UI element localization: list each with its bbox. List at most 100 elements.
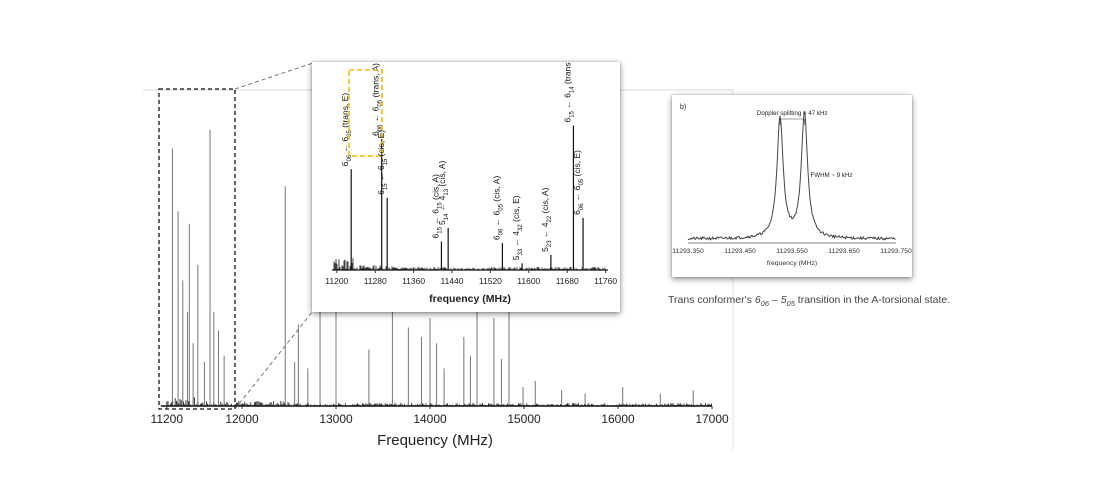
label-suffix-7: (cis, A) — [540, 187, 550, 216]
label-sub-lower-1: 05 — [378, 99, 384, 106]
zoom-selection-box — [158, 88, 236, 410]
label-suffix-1: (trans, A) — [371, 63, 381, 100]
doppler-x-tick-label-0: 11293.350 — [672, 248, 704, 255]
label-arrow-4: ← 4 — [437, 195, 447, 213]
label-sub-lower-8: 14 — [569, 86, 575, 93]
main-x-tick-label-3: 14000 — [413, 412, 447, 426]
zoom-noise-trace — [333, 258, 607, 270]
label-suffix-6: (cis, E) — [511, 195, 521, 224]
doppler-splitting-label: Doppler splitting ~ 47 kHz — [757, 110, 828, 117]
zoom-x-tick-label-0: 11200 — [325, 276, 348, 286]
main-x-tick-label-1: 12000 — [225, 412, 259, 426]
doppler-trace — [687, 110, 896, 241]
label-sub-upper-8: 15 — [569, 110, 575, 117]
caption-dash: – — [769, 294, 781, 306]
zoom-x-tick-label-6: 11680 — [556, 276, 579, 286]
label-arrow-3: ← 6 — [430, 209, 440, 227]
main-x-tick-label-0: 11200 — [151, 412, 184, 426]
label-main-3: 6 — [430, 233, 440, 238]
transition-label-9: 606 ← 605 (cis, E) — [572, 150, 585, 215]
label-sub-lower-4: 13 — [444, 188, 450, 195]
caption-term1: 6 — [754, 294, 761, 306]
label-sub-upper-6: 33 — [518, 248, 524, 255]
label-arrow-7: ← 4 — [540, 222, 550, 240]
zoom-x-axis-label: frequency (MHz) — [429, 293, 511, 305]
main-x-tick-label-4: 15000 — [507, 412, 541, 426]
zoom-inset-chart: 11200 11280 11360 11440 11520 11600 11680 11760… — [325, 49, 617, 305]
label-main-5: 6 — [491, 235, 501, 240]
label-arrow-0: ← 6 — [340, 137, 350, 155]
label-arrow-2: ← 6 — [376, 165, 386, 183]
label-arrow-5: ← 6 — [491, 210, 501, 228]
doppler-x-tick-label-3: 11293.650 — [828, 248, 860, 255]
highlight-box — [348, 69, 383, 157]
label-sub-lower-2: 15 — [383, 158, 389, 165]
label-sub-upper-5: 06 — [498, 228, 504, 235]
label-main-9: 6 — [572, 210, 582, 215]
doppler-x-tick-label-1: 11293.450 — [724, 248, 756, 255]
caption-term2: 5 — [780, 294, 787, 306]
caption-term2-sub: 05 — [786, 299, 795, 309]
caption-suffix: transition in the A-torsional state. — [794, 294, 951, 306]
zoom-connector-top — [234, 62, 314, 90]
transition-label-5: 606 ← 605 (cis, A) — [491, 176, 504, 241]
label-main-0: 6 — [340, 161, 350, 166]
main-x-tick-label-5: 16000 — [601, 412, 635, 426]
transition-label-8: 615 ← 614 (trans, E) — [562, 62, 575, 123]
doppler-chart: b) 11293.350 11293.450 11293.550 11293.650 11… — [672, 104, 912, 267]
zoom-x-tick-label-2: 11360 — [402, 276, 425, 286]
doppler-x-tick-label-2: 11293.550 — [776, 248, 808, 255]
label-suffix-2: (cis, E) — [376, 130, 386, 159]
zoom-x-tick-label-5: 11600 — [517, 276, 540, 286]
caption-term1-sub: 06 — [760, 299, 769, 309]
label-sub-lower-6: 32 — [518, 224, 524, 231]
label-sub-lower-9: 05 — [579, 178, 585, 185]
label-suffix-3: (cis, A) — [430, 174, 440, 203]
label-sub-lower-7: 22 — [547, 215, 553, 222]
label-main-6: 5 — [511, 255, 521, 260]
label-main-7: 5 — [540, 247, 550, 252]
transition-label-2: 615 ← 615 (cis, E) — [376, 130, 389, 195]
transition-label-1: 606 ← 605 (trans, A) — [371, 63, 384, 136]
doppler-x-axis-label: frequency (MHz) — [767, 260, 817, 267]
label-sub-lower-0: 05 — [347, 129, 353, 136]
label-sub-upper-7: 23 — [547, 240, 553, 247]
label-suffix-4: (cis, A) — [437, 160, 447, 189]
label-arrow-1: ← 6 — [371, 106, 381, 124]
figure-caption: Trans conformer's 606 – 505 transition i… — [668, 294, 950, 308]
zoom-inset-panel: 11200 11280 11360 11440 11520 11600 11680 11760… — [312, 49, 620, 312]
main-x-axis-label: Frequency (MHz) — [377, 432, 493, 449]
label-main-2: 6 — [376, 190, 386, 195]
label-suffix-9: (cis, E) — [572, 150, 582, 179]
label-sub-upper-1: 06 — [378, 124, 384, 131]
transition-label-7: 523 ← 422 (cis, A) — [540, 187, 553, 252]
label-arrow-9: ← 6 — [572, 185, 582, 203]
label-arrow-6: ← 4 — [511, 231, 521, 249]
zoom-x-tick-label-3: 11440 — [440, 276, 463, 286]
doppler-panel: b) 11293.350 11293.450 11293.550 11293.650 11… — [672, 95, 912, 277]
label-main-4: 5 — [437, 220, 447, 225]
label-sub-upper-3: 15 — [437, 226, 443, 233]
zoom-x-tick-label-4: 11520 — [479, 276, 502, 286]
doppler-panel-label: b) — [680, 104, 686, 111]
label-sub-upper-9: 06 — [579, 203, 585, 210]
label-suffix-0: (trans, E) — [340, 93, 350, 130]
caption-prefix: Trans conformer's — [668, 294, 755, 306]
transition-label-4: 514 ← 413 (cis, A) — [437, 160, 450, 225]
label-suffix-8: (trans, E) — [562, 62, 572, 86]
doppler-x-tick-label-4: 11293.750 — [880, 248, 912, 255]
label-sub-upper-2: 15 — [383, 183, 389, 190]
label-suffix-5: (cis, A) — [491, 176, 501, 205]
zoom-x-tick-label-1: 11280 — [364, 276, 387, 286]
transition-label-6: 533 ← 432 (cis, E) — [511, 195, 524, 260]
transition-label-3: 615 ← 615 (cis, A) — [430, 174, 443, 239]
label-main-8: 6 — [562, 118, 572, 123]
label-sub-upper-0: 06 — [347, 154, 353, 161]
label-sub-lower-3: 15 — [437, 202, 443, 209]
label-sub-lower-5: 05 — [498, 203, 504, 210]
main-x-tick-label-2: 13000 — [319, 412, 353, 426]
label-main-1: 6 — [371, 131, 381, 136]
label-sub-upper-4: 14 — [444, 213, 450, 220]
doppler-fwhm-label: FWHM ~ 9 kHz — [810, 172, 852, 179]
